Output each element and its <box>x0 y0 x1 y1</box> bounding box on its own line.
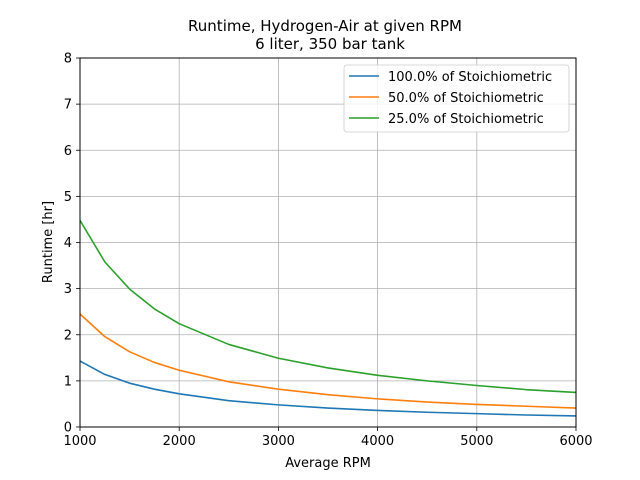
legend-entry: 25.0% of Stoichiometric <box>388 112 544 127</box>
series-line-3 <box>79 219 577 394</box>
y-tick-label: 2 <box>64 328 72 343</box>
x-tick-label: 5000 <box>460 434 493 449</box>
x-tick-label: 3000 <box>262 434 295 449</box>
chart-subtitle: 6 liter, 350 bar tank <box>255 35 405 53</box>
x-tick-label: 6000 <box>559 434 592 449</box>
legend: 100.0% of Stoichiometric 50.0% of Stoichi… <box>343 64 570 133</box>
x-tick-label: 2000 <box>163 434 196 449</box>
y-tick-label: 7 <box>64 98 72 113</box>
y-tick-label: 8 <box>64 52 72 67</box>
chart-title: Runtime, Hydrogen-Air at given RPM <box>188 17 462 35</box>
x-tick-label: 4000 <box>361 434 394 449</box>
ticks: 1000 2000 3000 4000 5000 6000 0 1 2 3 4 5 6 7 8 <box>63 52 592 450</box>
series-line-1 <box>79 360 577 417</box>
x-tick-label: 1000 <box>63 434 96 449</box>
y-tick-label: 5 <box>64 190 72 205</box>
series-line-2 <box>79 313 577 409</box>
y-tick-label: 0 <box>64 421 72 436</box>
x-axis-label: Average RPM <box>285 456 371 471</box>
legend-box <box>343 64 570 133</box>
series-group <box>79 219 577 417</box>
y-tick-label: 4 <box>64 236 72 251</box>
legend-entry: 100.0% of Stoichiometric <box>388 70 552 85</box>
y-tick-label: 6 <box>64 144 72 159</box>
y-axis-label: Runtime [hr] <box>41 201 56 283</box>
y-tick-label: 3 <box>64 282 72 297</box>
legend-entry: 50.0% of Stoichiometric <box>388 91 544 106</box>
y-tick-label: 1 <box>64 374 72 389</box>
